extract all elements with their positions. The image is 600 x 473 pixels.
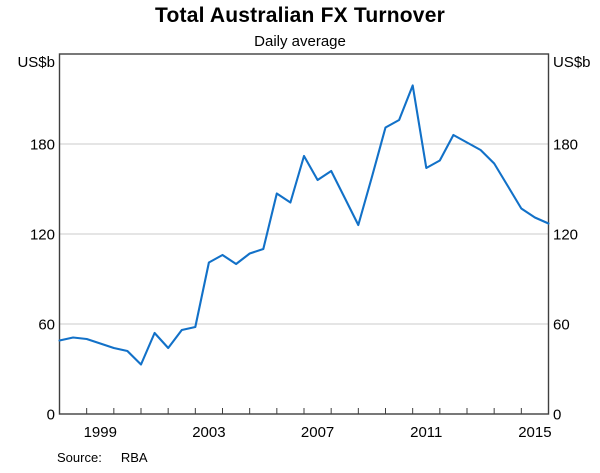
y-axis-unit-right: US$b bbox=[553, 54, 591, 71]
y-axis-label-left: 120 bbox=[30, 227, 55, 244]
x-axis-label: 2011 bbox=[410, 424, 442, 441]
y-axis-label-right: 60 bbox=[553, 317, 570, 334]
source-value: RBA bbox=[120, 450, 148, 465]
y-axis-label-left: 180 bbox=[30, 137, 55, 154]
chart-subtitle: Daily average bbox=[254, 33, 346, 50]
x-axis-label: 1999 bbox=[84, 424, 117, 441]
source-label: Source: bbox=[57, 450, 102, 465]
x-axis-label: 2007 bbox=[301, 424, 334, 441]
y-axis-label-left: 60 bbox=[38, 317, 55, 334]
y-axis-label-left: 0 bbox=[47, 407, 55, 424]
y-axis-label-right: 0 bbox=[553, 407, 561, 424]
y-axis-label-right: 120 bbox=[553, 227, 578, 244]
source-line: Source: RBA bbox=[57, 450, 148, 465]
data-line-fx-turnover bbox=[58, 84, 550, 366]
y-axis-unit-left: US$b bbox=[17, 54, 55, 71]
x-axis-label: 2003 bbox=[192, 424, 225, 441]
y-axis-label-right: 180 bbox=[553, 137, 578, 154]
plot-frame bbox=[58, 53, 550, 415]
x-axis-label: 2015 bbox=[518, 424, 551, 441]
chart-title: Total Australian FX Turnover bbox=[155, 4, 445, 27]
